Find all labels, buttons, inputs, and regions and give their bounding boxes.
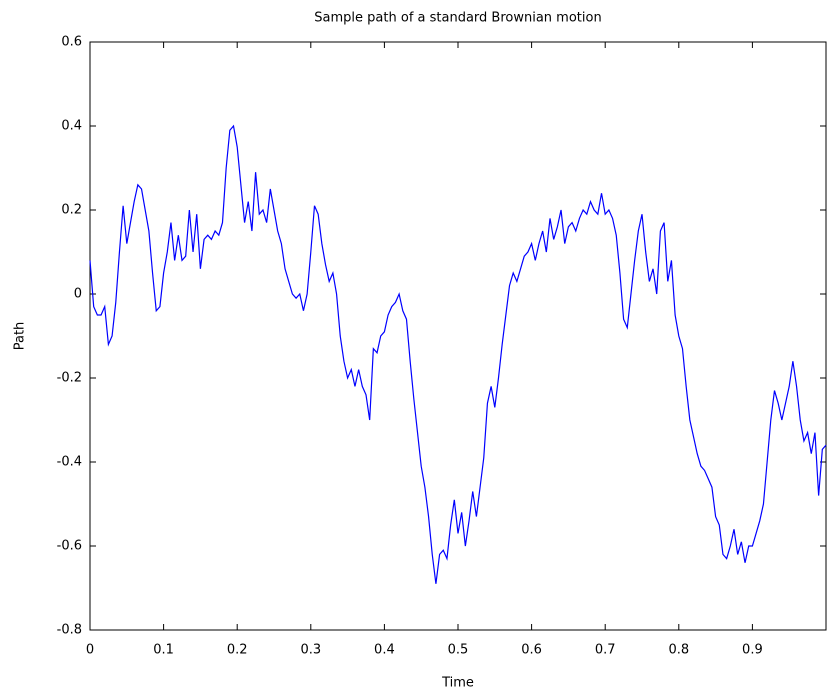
x-tick-label: 0.7 [595,643,616,658]
x-tick-label: 0.8 [668,643,689,658]
y-tick-label: -0.4 [57,455,82,470]
series-line [89,124,827,584]
y-tick-label: -0.6 [57,539,82,554]
y-tick-label: 0 [74,287,82,302]
x-tick-label: 0.9 [742,643,763,658]
y-axis-label: Path [13,322,28,351]
y-tick-label: 0.6 [61,35,82,50]
x-tick-label: 0.2 [227,643,248,658]
x-tick-label: 0 [86,643,94,658]
plot-frame [89,41,827,631]
y-tick-label: -0.8 [57,623,82,638]
x-axis-label: Time [441,676,474,691]
x-tick-label: 0.3 [300,643,321,658]
chart-title: Sample path of a standard Brownian motio… [314,11,601,26]
y-tick-label: 0.2 [61,203,82,218]
x-tick-label: 0.4 [374,643,395,658]
y-tick-label: 0.4 [61,119,82,134]
x-tick-label: 0.1 [153,643,174,658]
x-tick-label: 0.5 [448,643,469,658]
y-tick-label: -0.2 [57,371,82,386]
x-tick-label: 0.6 [521,643,542,658]
